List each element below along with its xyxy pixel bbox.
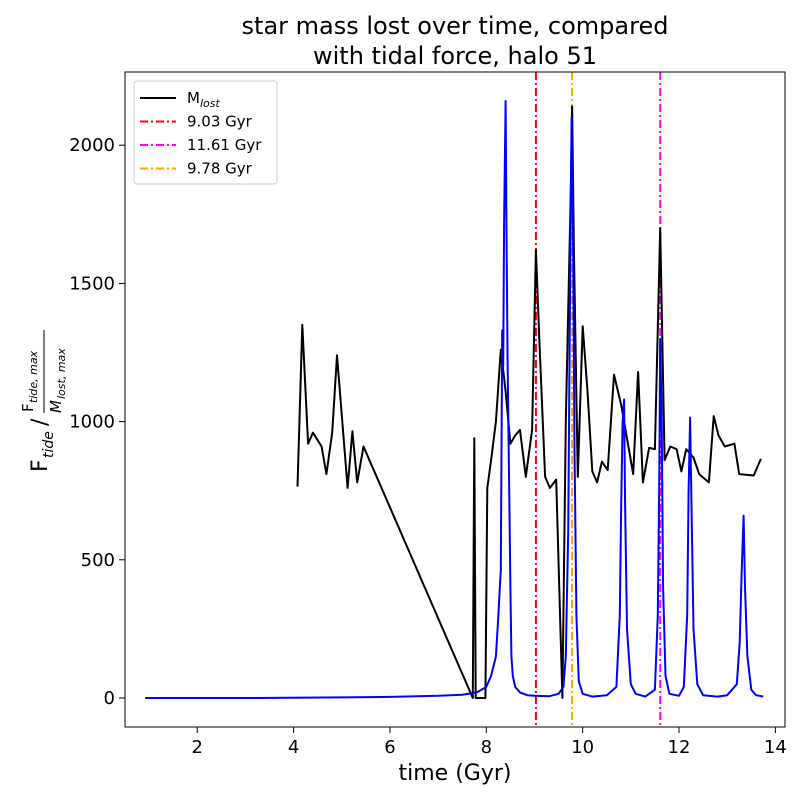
y-axis-label-main: F <box>28 459 53 472</box>
x-axis-label: time (Gyr) <box>399 761 512 786</box>
legend-label: 9.78 Gyr <box>187 160 253 178</box>
y-axis-label: F tide / F tide, max M lost, max <box>19 330 68 472</box>
y-tick-label: 2000 <box>69 135 115 156</box>
x-tick-label: 14 <box>764 737 787 758</box>
plot-area-frame <box>124 71 786 728</box>
x-tick-label: 10 <box>571 737 594 758</box>
y-axis-label-den-M: M <box>47 400 65 413</box>
series-line-m-lost <box>296 105 762 699</box>
legend-box <box>133 80 278 185</box>
chart-title-line-2: with tidal force, halo 51 <box>313 42 597 70</box>
x-tick-label: 6 <box>384 737 395 758</box>
y-tick-label: 1000 <box>69 412 115 433</box>
y-axis-label-num-sub: tide, max <box>27 350 40 403</box>
x-tick-label: 4 <box>288 737 299 758</box>
y-axis-label-slash: / <box>28 418 53 426</box>
y-tick-label: 500 <box>81 550 115 571</box>
series-line-unnamed-1 <box>145 100 764 699</box>
chart-title-line-1: star mass lost over time, compared <box>242 12 669 40</box>
y-axis-label-den-sub: lost, max <box>55 348 68 399</box>
y-axis-label-sub: tide <box>41 431 57 458</box>
legend-label: 11.61 Gyr <box>187 136 262 154</box>
y-tick-label: 0 <box>104 688 115 709</box>
y-axis-label-num-F: F <box>19 403 37 412</box>
y-tick-label: 1500 <box>69 273 115 294</box>
legend-label: 9.03 Gyr <box>187 113 253 131</box>
x-tick-label: 8 <box>481 737 492 758</box>
x-tick-label: 12 <box>668 737 691 758</box>
x-tick-label: 2 <box>192 737 203 758</box>
